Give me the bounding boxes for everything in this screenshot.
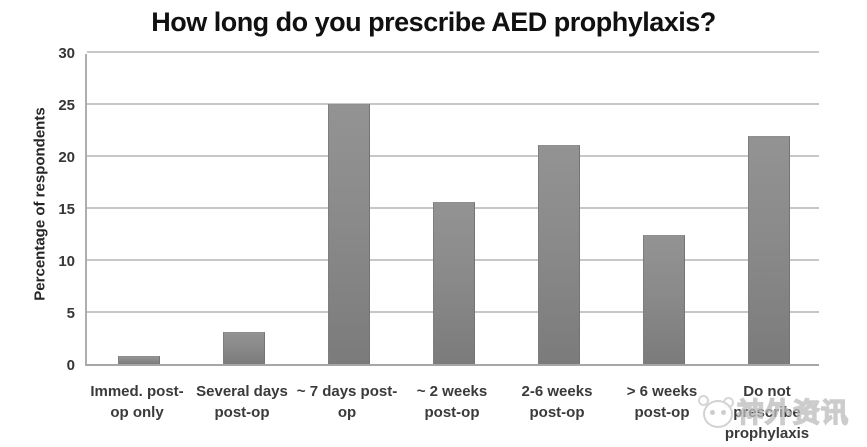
ytick-15: 15 (58, 201, 75, 218)
gridline-30 (87, 51, 819, 53)
xlabel-1: Immed. post-op only (90, 383, 184, 421)
mascot-face (703, 400, 733, 428)
ytick-5: 5 (66, 305, 75, 322)
bar-2 (223, 332, 265, 364)
ytick-20: 20 (58, 149, 75, 166)
xlabel-6: > 6 weeks post-op (626, 383, 698, 421)
ytick-25: 25 (58, 97, 75, 114)
bar-5 (538, 145, 580, 364)
mascot-ear (698, 395, 709, 406)
xlabel-7: Do not prescribe prophylaxis (724, 383, 810, 442)
xlabel-2: Several days post-op (196, 383, 288, 421)
gridline-20 (87, 155, 819, 157)
ytick-0: 0 (66, 357, 75, 374)
bar-3 (328, 104, 370, 364)
ytick-10: 10 (58, 253, 75, 270)
xlabel-4: ~ 2 weeks post-op (416, 383, 488, 421)
xlabel-5: 2-6 weeks post-op (521, 383, 593, 421)
bar-7 (748, 136, 790, 364)
mascot-logo-icon (697, 394, 737, 432)
mascot-eye (710, 410, 715, 415)
bar-4 (433, 202, 475, 364)
watermark: 神外资讯 (697, 392, 865, 434)
chart-title: How long do you prescribe AED prophylaxi… (151, 7, 716, 37)
plot-area (85, 51, 819, 366)
watermark-text: 神外资讯 (736, 397, 849, 429)
gridline-25 (87, 103, 819, 105)
bar-1 (118, 356, 160, 364)
bar-6 (643, 235, 685, 364)
mascot-eye (721, 410, 726, 415)
ytick-30: 30 (58, 45, 75, 62)
xlabel-3: ~ 7 days post-op (296, 383, 398, 421)
